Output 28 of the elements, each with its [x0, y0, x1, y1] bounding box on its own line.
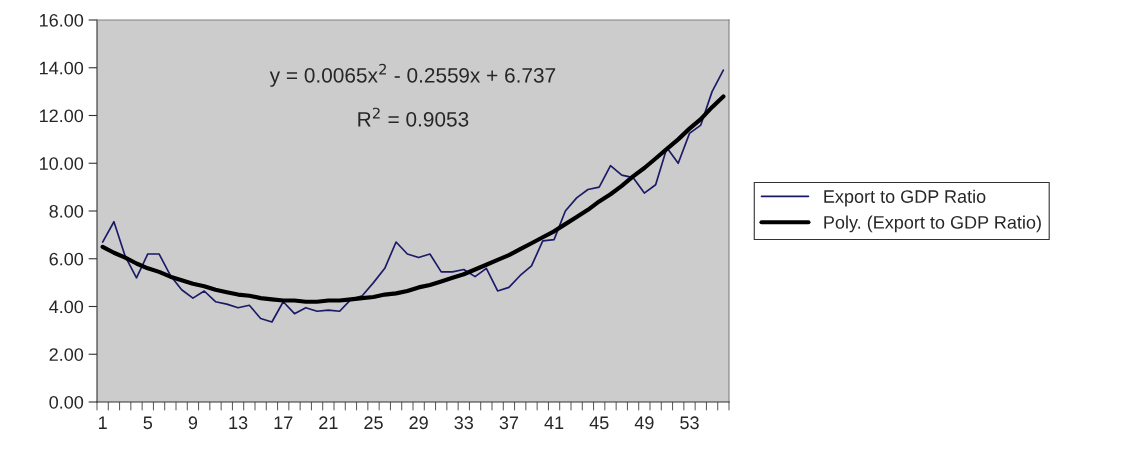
- y-tick-label: 2.00: [49, 348, 84, 361]
- x-tick-label: 29: [409, 416, 428, 430]
- x-tick-label: 21: [319, 416, 338, 429]
- y-tick-label: 8.00: [49, 204, 84, 218]
- legend-label: Export to GDP Ratio: [824, 189, 986, 207]
- y-tick-label: 6.00: [49, 252, 84, 266]
- x-tick-label: 49: [634, 416, 654, 430]
- legend-label: Poly. (Export to GDP Ratio): [824, 215, 1041, 233]
- x-tick-label: 9: [188, 416, 198, 430]
- x-tick-label: 33: [454, 416, 474, 430]
- x-tick-label: 5: [143, 416, 153, 430]
- y-tick-label: 16.00: [40, 13, 84, 27]
- annotation: y = 0.0065x$^{2}$ - 0.2559x + 6.737: [269, 63, 556, 87]
- x-tick-label: 37: [499, 416, 519, 430]
- annotation: R$^{2}$ = 0.9053: [358, 107, 469, 127]
- y-tick-label: 4.00: [49, 300, 84, 314]
- y-tick-label: 0.00: [49, 395, 84, 409]
- x-tick-label: 13: [229, 416, 248, 430]
- y-tick-label: 10.00: [40, 157, 84, 170]
- x-tick-label: 17: [274, 416, 293, 429]
- x-tick-label: 41: [544, 416, 564, 429]
- x-tick-label: 25: [364, 416, 383, 430]
- line-series: [100, 94, 726, 304]
- y-tick-label: 12.00: [40, 109, 84, 123]
- x-tick-label: 45: [589, 416, 609, 430]
- x-tick-label: 1: [99, 416, 107, 429]
- y-tick-label: 14.00: [40, 61, 84, 75]
- x-tick-label: 53: [680, 416, 699, 430]
